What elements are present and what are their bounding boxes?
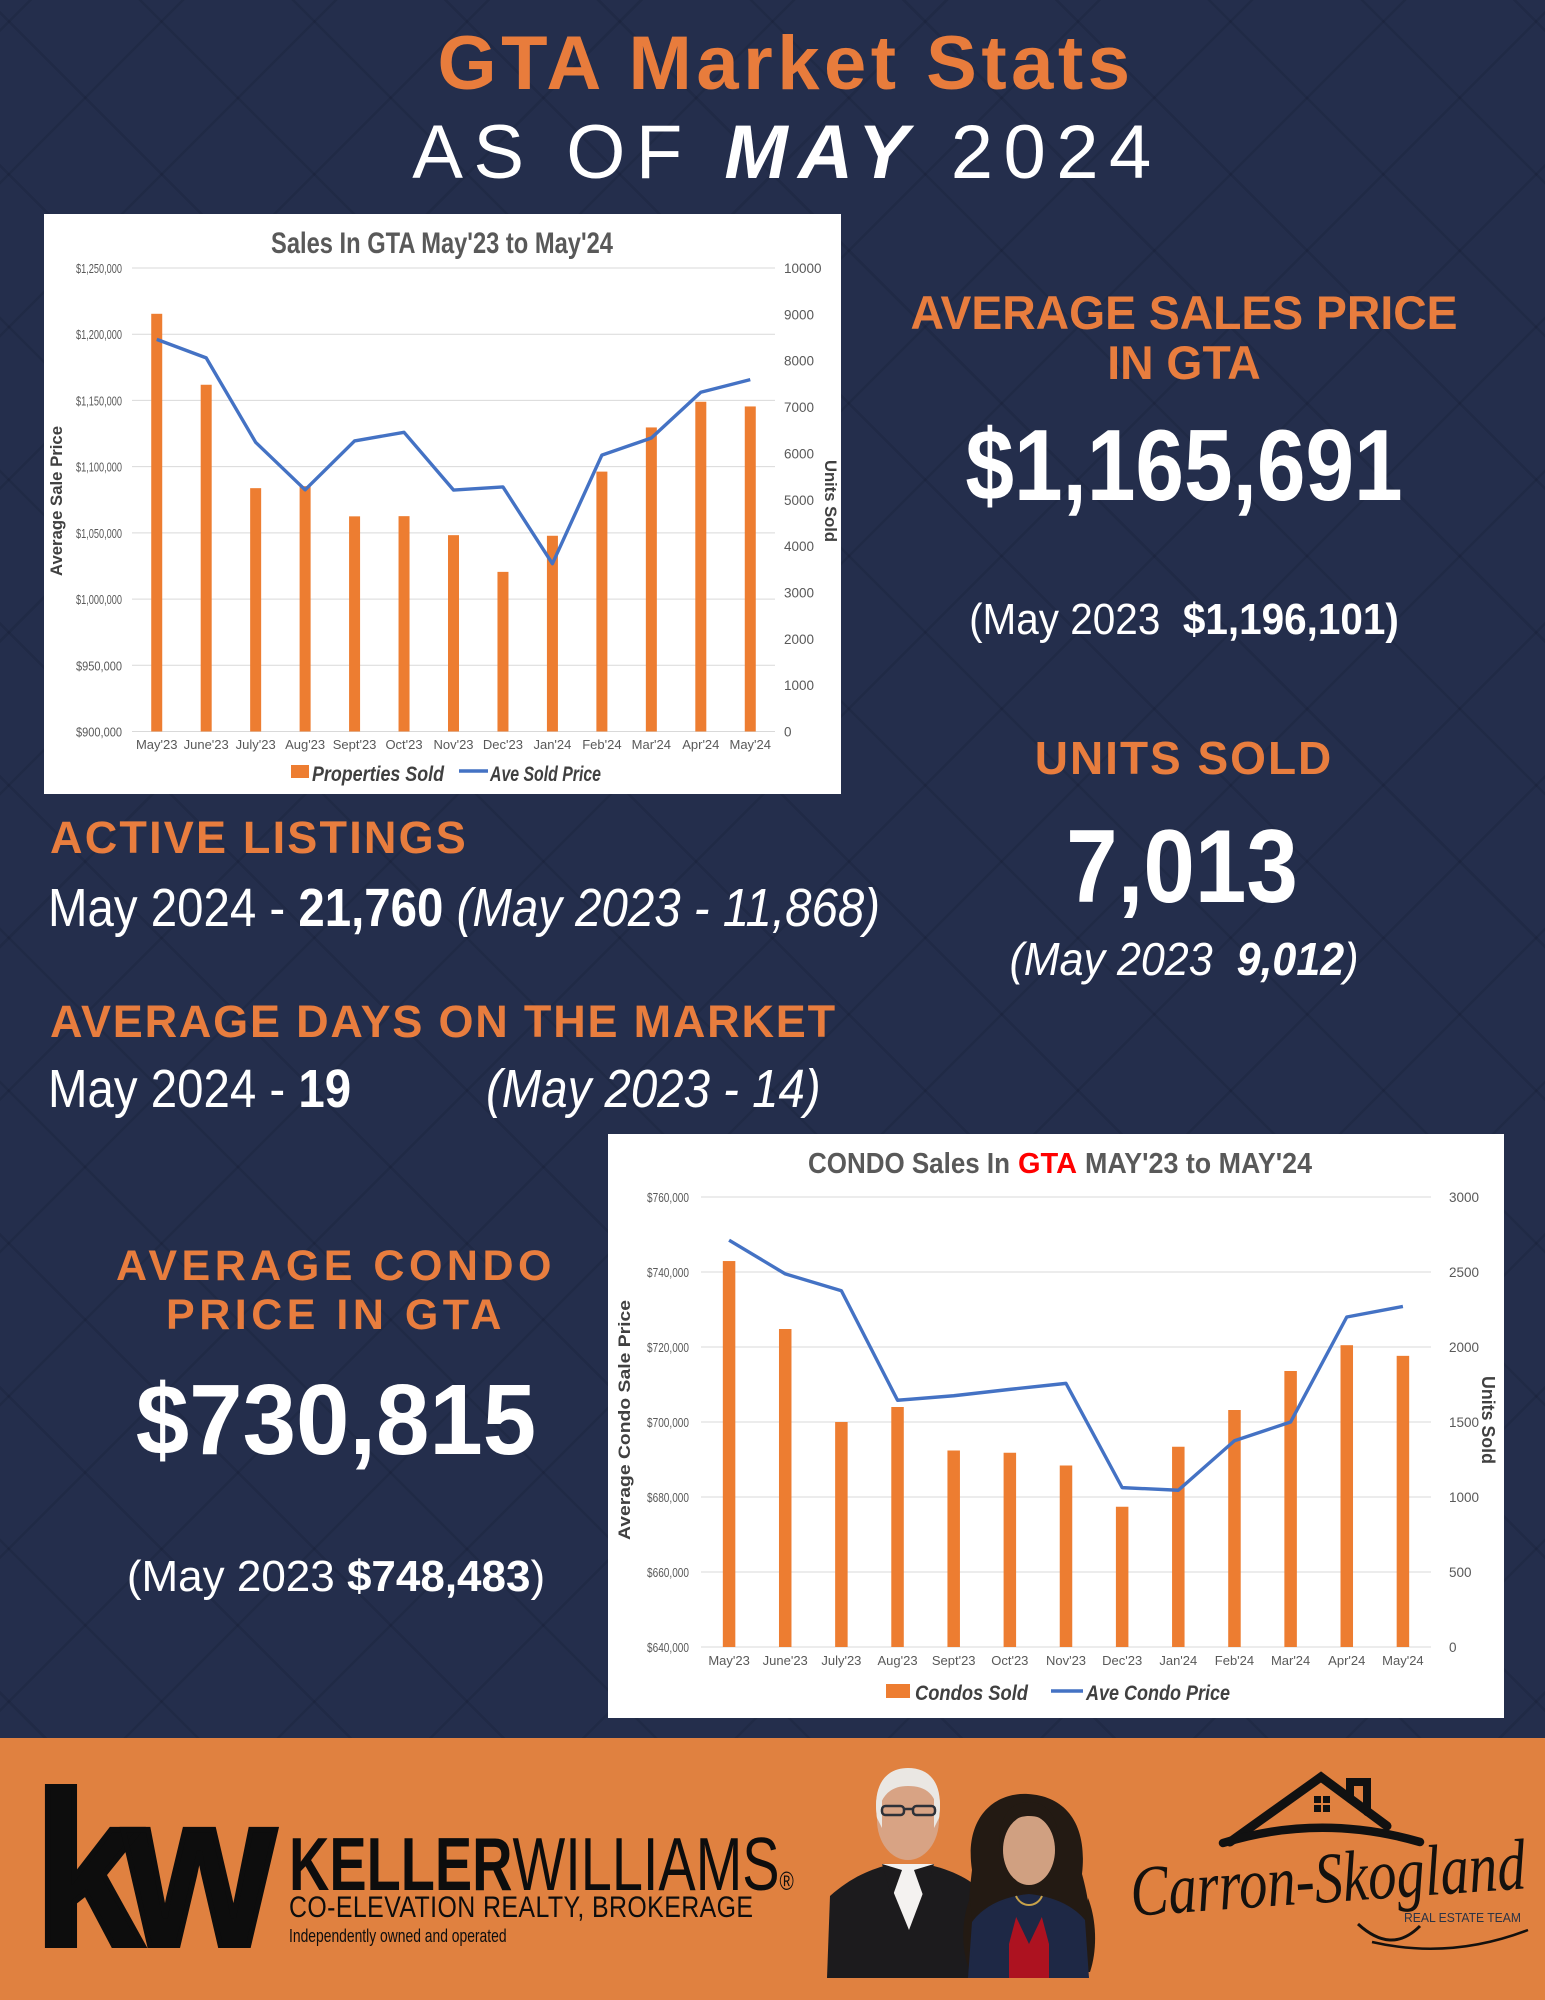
svg-text:Ave Condo Price: Ave Condo Price — [1085, 1682, 1230, 1705]
svg-text:Oct'23: Oct'23 — [385, 737, 422, 752]
svg-text:May'23: May'23 — [136, 737, 178, 752]
svg-text:Sept'23: Sept'23 — [932, 1653, 976, 1668]
svg-text:Properties Sold: Properties Sold — [312, 763, 445, 786]
svg-text:Aug'23: Aug'23 — [285, 737, 325, 752]
svg-text:500: 500 — [1449, 1565, 1472, 1580]
svg-text:Dec'23: Dec'23 — [483, 737, 523, 752]
svg-text:REAL ESTATE TEAM: REAL ESTATE TEAM — [1404, 1910, 1521, 1925]
svg-text:$1,200,000: $1,200,000 — [76, 327, 122, 342]
svg-text:June'23: June'23 — [763, 1653, 808, 1668]
svg-text:3000: 3000 — [1449, 1190, 1479, 1205]
svg-text:Nov'23: Nov'23 — [433, 737, 473, 752]
svg-text:$720,000: $720,000 — [647, 1340, 689, 1355]
svg-text:4000: 4000 — [784, 539, 814, 554]
svg-text:2000: 2000 — [784, 632, 814, 647]
svg-text:Aug'23: Aug'23 — [877, 1653, 917, 1668]
svg-text:7000: 7000 — [784, 400, 814, 415]
svg-text:$760,000: $760,000 — [647, 1190, 689, 1205]
svg-text:8000: 8000 — [784, 354, 814, 369]
svg-text:May'24: May'24 — [1382, 1653, 1424, 1668]
svg-text:2500: 2500 — [1449, 1265, 1479, 1280]
svg-text:2000: 2000 — [1449, 1340, 1479, 1355]
svg-text:Apr'24: Apr'24 — [682, 737, 719, 752]
svg-text:Average Condo Sale Price: Average Condo Sale Price — [615, 1300, 634, 1540]
svg-text:9000: 9000 — [784, 307, 814, 322]
svg-text:10000: 10000 — [784, 261, 822, 276]
svg-text:$660,000: $660,000 — [647, 1565, 689, 1580]
svg-text:1000: 1000 — [784, 678, 814, 693]
svg-text:May'24: May'24 — [730, 737, 772, 752]
svg-text:1500: 1500 — [1449, 1415, 1479, 1430]
svg-text:$680,000: $680,000 — [647, 1490, 689, 1505]
svg-text:Feb'24: Feb'24 — [582, 737, 621, 752]
svg-text:June'23: June'23 — [184, 737, 229, 752]
svg-text:May'23: May'23 — [708, 1653, 750, 1668]
svg-text:$900,000: $900,000 — [76, 725, 122, 740]
svg-text:Condos Sold: Condos Sold — [915, 1682, 1029, 1705]
svg-text:1000: 1000 — [1449, 1490, 1479, 1505]
svg-text:0: 0 — [784, 725, 792, 740]
svg-text:Jan'24: Jan'24 — [1159, 1653, 1197, 1668]
svg-text:5000: 5000 — [784, 493, 814, 508]
svg-text:Ave Sold Price: Ave Sold Price — [489, 763, 601, 786]
svg-text:MAY'23 to MAY'24: MAY'23 to MAY'24 — [1085, 1148, 1312, 1180]
svg-text:Oct'23: Oct'23 — [991, 1653, 1028, 1668]
svg-text:$640,000: $640,000 — [647, 1640, 689, 1655]
svg-text:$1,100,000: $1,100,000 — [76, 460, 122, 475]
svg-text:Mar'24: Mar'24 — [632, 737, 671, 752]
svg-text:July'23: July'23 — [821, 1653, 861, 1668]
svg-text:Jan'24: Jan'24 — [533, 737, 571, 752]
svg-text:3000: 3000 — [784, 585, 814, 600]
svg-text:$1,050,000: $1,050,000 — [76, 526, 122, 541]
svg-text:Dec'23: Dec'23 — [1102, 1653, 1142, 1668]
svg-text:Units Sold: Units Sold — [1478, 1376, 1498, 1464]
svg-text:$1,000,000: $1,000,000 — [76, 592, 122, 607]
svg-text:0: 0 — [1449, 1640, 1457, 1655]
svg-text:$1,250,000: $1,250,000 — [76, 261, 122, 276]
svg-text:$700,000: $700,000 — [647, 1415, 689, 1430]
svg-text:Units Sold: Units Sold — [821, 460, 840, 542]
svg-text:Feb'24: Feb'24 — [1215, 1653, 1254, 1668]
svg-text:July'23: July'23 — [236, 737, 276, 752]
svg-text:$1,150,000: $1,150,000 — [76, 393, 122, 408]
svg-text:Sales In GTA May'23 to May'24: Sales In GTA May'23 to May'24 — [271, 227, 613, 260]
svg-text:6000: 6000 — [784, 446, 814, 461]
svg-text:CONDO Sales In: CONDO Sales In — [808, 1148, 1010, 1180]
svg-text:Mar'24: Mar'24 — [1271, 1653, 1310, 1668]
svg-text:Sept'23: Sept'23 — [333, 737, 377, 752]
svg-text:Nov'23: Nov'23 — [1046, 1653, 1086, 1668]
svg-text:Apr'24: Apr'24 — [1328, 1653, 1365, 1668]
svg-text:$950,000: $950,000 — [76, 658, 122, 673]
svg-text:GTA: GTA — [1018, 1148, 1077, 1180]
svg-text:Average Sale Price: Average Sale Price — [47, 426, 66, 576]
svg-text:$740,000: $740,000 — [647, 1265, 689, 1280]
